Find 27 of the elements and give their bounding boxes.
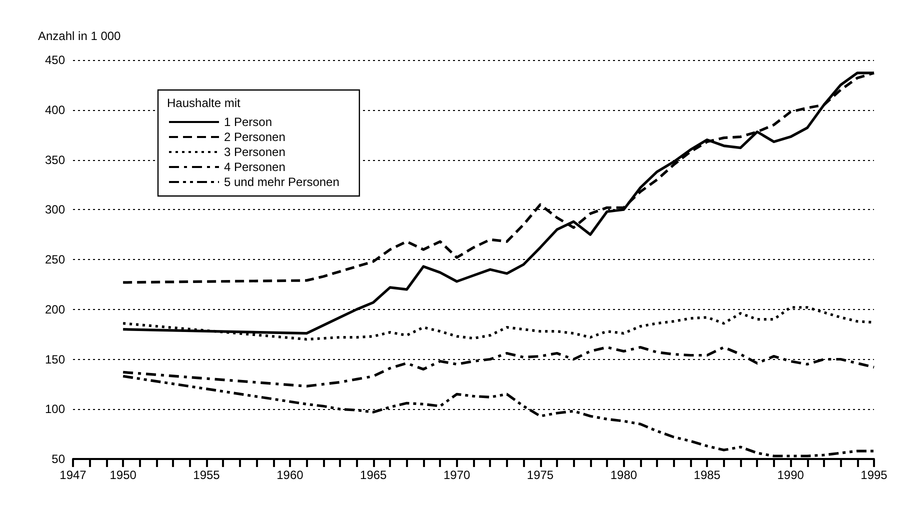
y-tick-label: 150 [44, 352, 66, 366]
y-tick-label: 300 [44, 202, 66, 217]
y-tick-label: 200 [44, 302, 66, 316]
x-tick-label: 1960 [276, 468, 304, 482]
x-tick-label: 1985 [694, 468, 721, 482]
x-tick-label: 1955 [193, 468, 220, 482]
legend-label: 1 Person [224, 115, 272, 129]
legend-label: 5 und mehr Personen [224, 175, 340, 189]
x-tick-label: 1950 [110, 468, 137, 482]
x-tick-label: 1947 [60, 468, 87, 482]
x-tick-label: 1995 [860, 468, 888, 482]
x-tick-label: 1970 [443, 468, 470, 482]
x-tick-label: 1990 [777, 468, 804, 482]
y-tick-label: 450 [44, 53, 66, 67]
x-tick-label: 1975 [526, 468, 554, 482]
y-tick-label: 100 [44, 402, 66, 416]
y-axis-title: Anzahl in 1 000 [38, 29, 122, 43]
legend-label: 4 Personen [224, 160, 286, 174]
y-tick-label: 400 [44, 102, 66, 117]
x-tick-label: 1980 [610, 468, 638, 482]
legend-title: Haushalte mit [167, 96, 242, 110]
y-tick-label: 250 [44, 252, 66, 266]
legend-label: 3 Personen [224, 145, 286, 159]
y-tick-label: 350 [44, 152, 66, 167]
x-tick-label: 1965 [360, 468, 388, 482]
y-tick-label: 50 [52, 452, 66, 466]
legend-label: 2 Personen [224, 130, 286, 144]
